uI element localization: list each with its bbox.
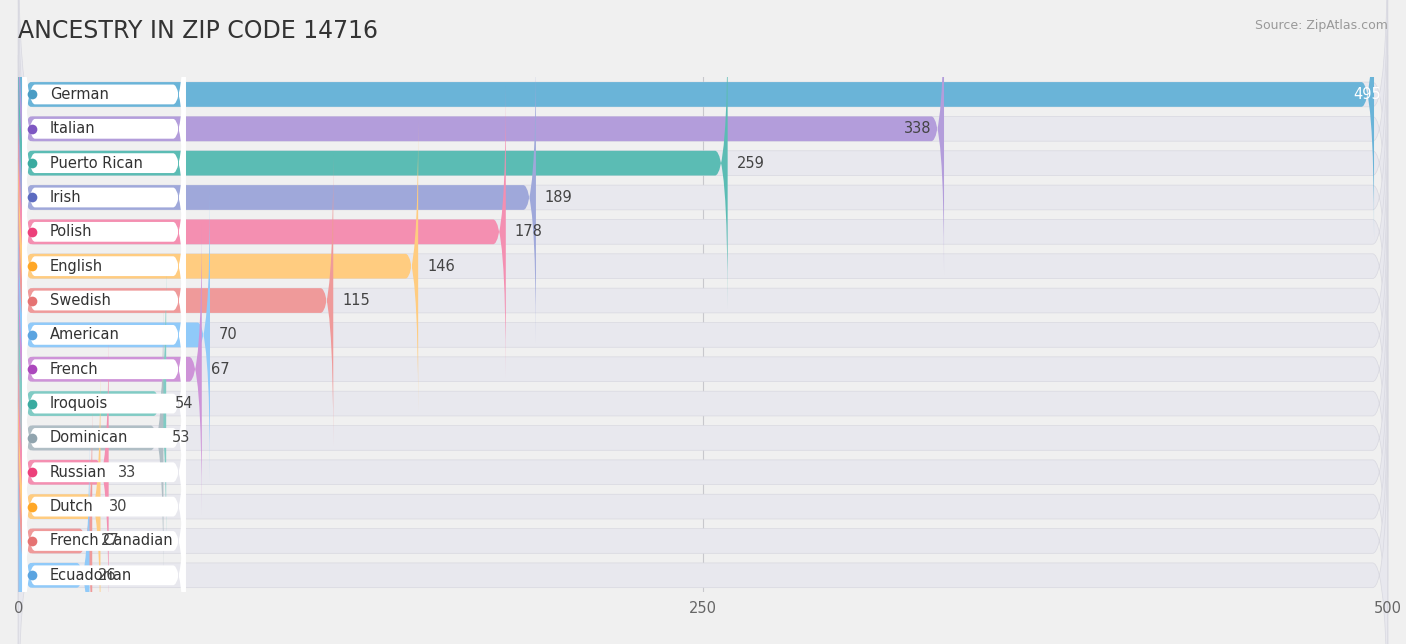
Text: 53: 53 [173,430,191,446]
FancyBboxPatch shape [18,55,1388,408]
FancyBboxPatch shape [18,430,90,644]
FancyBboxPatch shape [18,124,1388,477]
Text: 27: 27 [101,533,120,549]
Text: Russian: Russian [51,465,107,480]
Text: French: French [51,362,98,377]
FancyBboxPatch shape [18,158,1388,511]
FancyBboxPatch shape [22,0,186,242]
FancyBboxPatch shape [18,292,163,583]
Text: English: English [51,259,103,274]
Text: 495: 495 [1354,87,1382,102]
Text: Puerto Rican: Puerto Rican [51,156,143,171]
Text: Dominican: Dominican [51,430,128,446]
FancyBboxPatch shape [18,193,1388,546]
FancyBboxPatch shape [18,90,1388,443]
Text: Italian: Italian [51,121,96,137]
FancyBboxPatch shape [22,15,186,311]
Text: 30: 30 [110,499,128,514]
FancyBboxPatch shape [18,395,93,644]
FancyBboxPatch shape [18,18,728,308]
Text: 54: 54 [174,396,194,411]
FancyBboxPatch shape [18,0,943,274]
FancyBboxPatch shape [22,428,186,644]
FancyBboxPatch shape [22,84,186,379]
Text: 115: 115 [342,293,370,308]
FancyBboxPatch shape [18,155,333,446]
FancyBboxPatch shape [18,327,108,618]
FancyBboxPatch shape [22,118,186,414]
FancyBboxPatch shape [22,256,186,551]
FancyBboxPatch shape [18,0,1388,271]
Text: Iroquois: Iroquois [51,396,108,411]
Text: 189: 189 [544,190,572,205]
Text: 33: 33 [118,465,136,480]
Text: ANCESTRY IN ZIP CODE 14716: ANCESTRY IN ZIP CODE 14716 [18,19,378,43]
FancyBboxPatch shape [18,330,1388,644]
Text: Irish: Irish [51,190,82,205]
FancyBboxPatch shape [22,359,186,644]
Text: 67: 67 [211,362,229,377]
FancyBboxPatch shape [18,86,506,377]
FancyBboxPatch shape [18,224,202,515]
Text: 178: 178 [515,224,543,240]
FancyBboxPatch shape [18,0,1388,340]
FancyBboxPatch shape [18,227,1388,580]
FancyBboxPatch shape [18,52,536,343]
FancyBboxPatch shape [22,0,186,276]
FancyBboxPatch shape [18,365,1388,644]
FancyBboxPatch shape [22,187,186,482]
Text: French Canadian: French Canadian [51,533,173,549]
FancyBboxPatch shape [18,0,1374,240]
Text: 146: 146 [427,259,454,274]
FancyBboxPatch shape [18,361,100,644]
FancyBboxPatch shape [18,121,418,412]
FancyBboxPatch shape [22,222,186,517]
FancyBboxPatch shape [18,189,209,480]
Text: 70: 70 [219,327,238,343]
FancyBboxPatch shape [18,261,1388,614]
Text: 26: 26 [98,568,117,583]
Text: Ecuadorian: Ecuadorian [51,568,132,583]
FancyBboxPatch shape [18,21,1388,374]
Text: Source: ZipAtlas.com: Source: ZipAtlas.com [1254,19,1388,32]
FancyBboxPatch shape [18,399,1388,644]
Text: German: German [51,87,108,102]
Text: 338: 338 [904,121,931,137]
FancyBboxPatch shape [18,296,1388,644]
FancyBboxPatch shape [22,50,186,345]
FancyBboxPatch shape [22,393,186,644]
FancyBboxPatch shape [22,153,186,448]
FancyBboxPatch shape [18,258,166,549]
Text: 259: 259 [737,156,765,171]
Text: Polish: Polish [51,224,93,240]
FancyBboxPatch shape [18,0,1388,305]
Text: American: American [51,327,120,343]
FancyBboxPatch shape [22,325,186,620]
Text: Swedish: Swedish [51,293,111,308]
Text: Dutch: Dutch [51,499,94,514]
FancyBboxPatch shape [22,290,186,585]
